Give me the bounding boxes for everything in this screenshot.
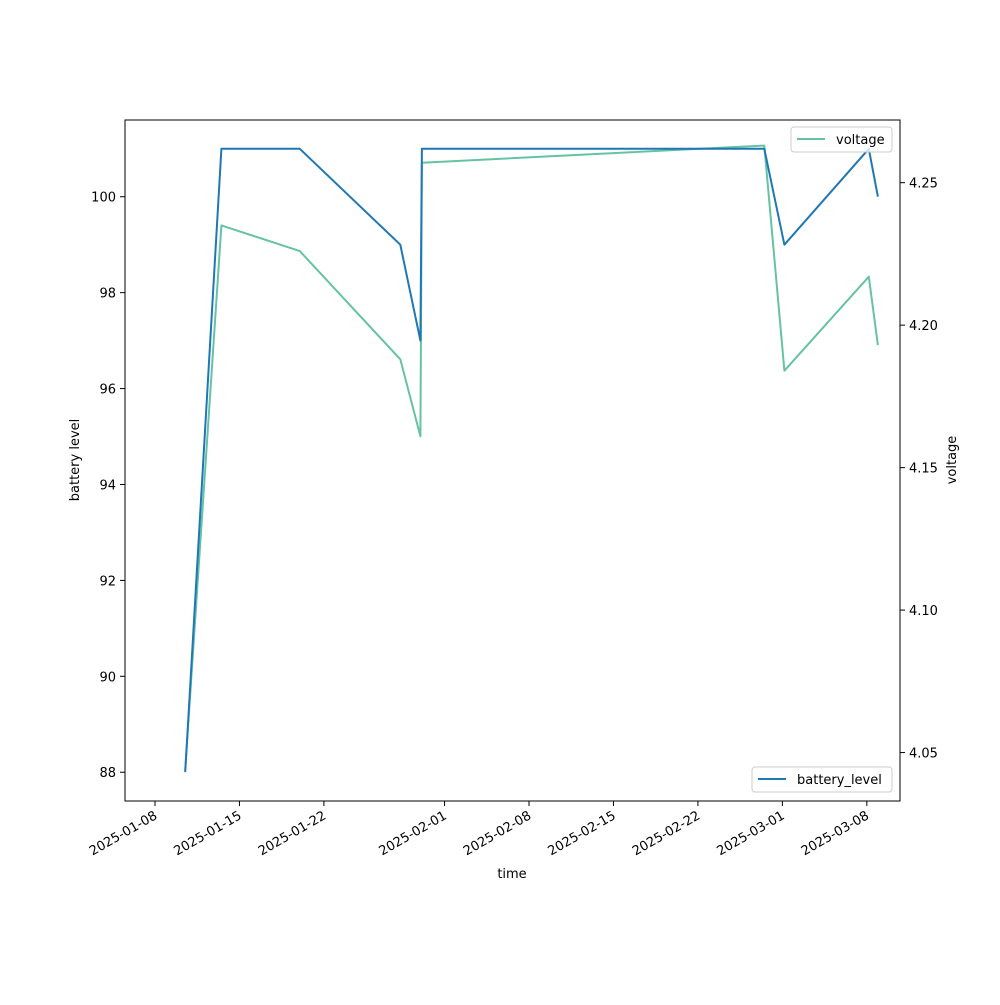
left-y-axis-label: battery level: [68, 419, 83, 502]
right-y-tick-label: 4.10: [909, 604, 938, 619]
left-y-tick-label: 100: [91, 191, 116, 206]
right-y-axis-ticks: 4.05 4.10 4.15 4.20 4.25: [900, 177, 938, 762]
legend-battery-level: battery_level: [751, 766, 893, 793]
legend-voltage-label: voltage: [836, 133, 885, 148]
left-y-tick-label: 94: [99, 478, 116, 493]
left-y-tick-label: 92: [99, 574, 116, 589]
series-line-battery-level: [184, 147, 879, 773]
left-y-tick-label: 98: [99, 287, 116, 302]
right-y-tick-label: 4.20: [909, 319, 938, 334]
left-y-axis-ticks: 88 90 92 94 96 98 100: [91, 191, 125, 781]
right-y-tick-label: 4.15: [909, 462, 938, 477]
legend-frame: [751, 766, 893, 793]
legend-voltage: voltage: [790, 126, 893, 153]
legend-battery-level-label: battery_level: [797, 773, 882, 788]
legend-frame: [790, 126, 893, 153]
x-axis-label: time: [497, 867, 526, 882]
right-y-axis-label: voltage: [945, 436, 960, 485]
left-y-tick-label: 88: [99, 766, 116, 781]
series-layer: [184, 144, 879, 773]
left-y-tick-label: 90: [99, 670, 116, 685]
plot-frame: [124, 119, 901, 802]
right-y-tick-label: 4.05: [909, 747, 938, 762]
left-y-tick-label: 96: [99, 383, 116, 398]
right-y-tick-label: 4.25: [909, 177, 938, 192]
